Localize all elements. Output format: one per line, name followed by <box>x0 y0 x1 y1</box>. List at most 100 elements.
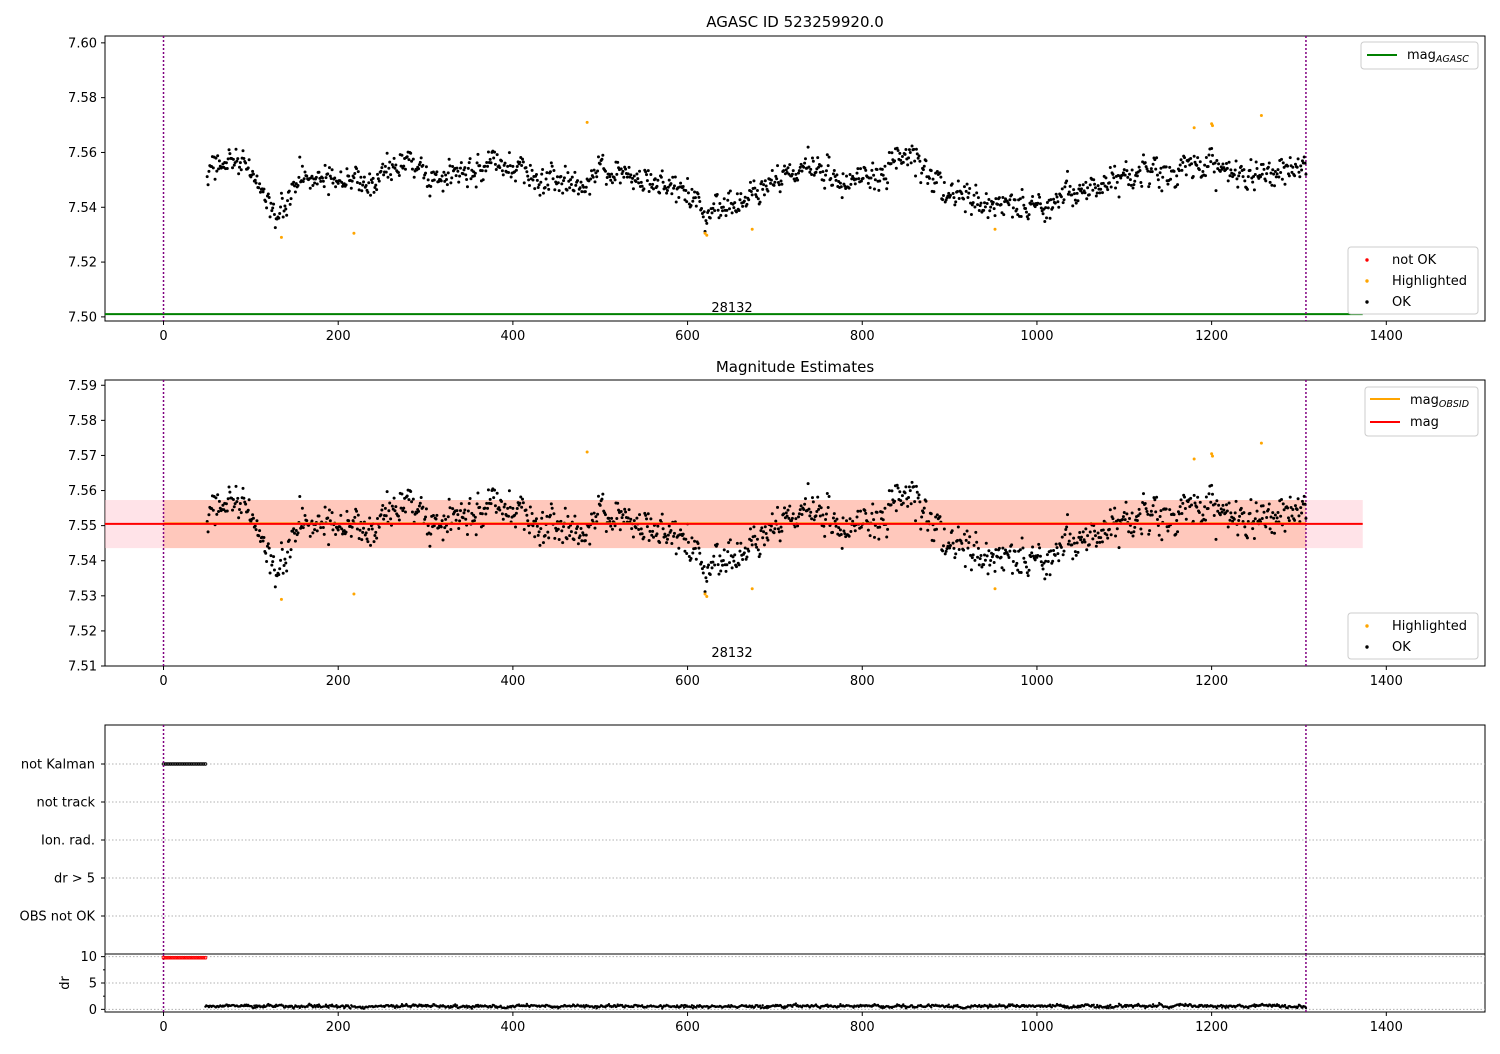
ok-point <box>369 193 373 197</box>
ok-point <box>907 148 911 152</box>
ok-point <box>877 188 881 192</box>
ok-point <box>598 503 602 507</box>
ok-point <box>1270 183 1274 187</box>
ok-point <box>520 497 524 501</box>
ok-point <box>735 192 739 196</box>
ok-point <box>1066 192 1070 196</box>
ok-point <box>929 512 933 516</box>
ok-point <box>796 524 800 528</box>
ok-point <box>547 536 551 540</box>
dr-clipped-point <box>161 955 166 960</box>
ok-point <box>849 529 853 533</box>
ok-point <box>596 155 600 159</box>
ok-point <box>345 167 349 171</box>
ok-point <box>355 527 359 531</box>
ok-point <box>964 189 968 193</box>
ok-point <box>921 168 925 172</box>
ok-point <box>449 181 453 185</box>
ok-point <box>790 516 794 520</box>
ok-point <box>327 543 331 547</box>
ok-point <box>566 171 570 175</box>
ok-point <box>1300 499 1304 503</box>
ok-point <box>432 178 436 182</box>
ok-point <box>1176 530 1180 534</box>
ok-point <box>1022 556 1026 560</box>
ok-point <box>632 174 636 178</box>
ok-point <box>580 539 584 543</box>
ok-point <box>1172 169 1176 173</box>
ok-point <box>693 539 697 543</box>
ok-point <box>225 509 229 513</box>
ok-point <box>857 177 861 181</box>
ok-point <box>272 568 276 572</box>
ok-point <box>969 568 973 572</box>
highlighted-point <box>1259 113 1263 117</box>
ok-point <box>1221 503 1225 507</box>
ok-point <box>1011 559 1015 563</box>
ok-point <box>845 174 849 178</box>
ok-point <box>298 495 302 499</box>
ok-point <box>300 164 304 168</box>
ok-point <box>788 163 792 167</box>
ok-point <box>389 517 393 521</box>
ok-point <box>355 167 359 171</box>
ok-point <box>593 526 597 530</box>
ok-point <box>847 534 851 538</box>
ok-point <box>1139 180 1143 184</box>
ok-point <box>1193 501 1197 505</box>
ok-point <box>1062 549 1066 553</box>
ok-point <box>1265 516 1269 520</box>
ok-point <box>732 559 736 563</box>
ok-point <box>895 483 899 487</box>
ok-point <box>1076 550 1080 554</box>
y-tick-label: 5 <box>89 977 97 992</box>
ok-point <box>1228 518 1232 522</box>
ok-point <box>645 179 649 183</box>
ok-point <box>1096 531 1100 535</box>
dr-point <box>1092 1003 1095 1007</box>
dr-point <box>1097 1006 1101 1009</box>
ok-point <box>405 155 409 159</box>
dr-point <box>758 1004 762 1007</box>
ok-point <box>1098 191 1102 195</box>
ok-point <box>293 539 297 543</box>
highlighted-point <box>1192 457 1196 461</box>
ok-point <box>310 174 314 178</box>
ok-point <box>778 190 782 194</box>
ok-point <box>281 571 285 575</box>
ok-point <box>661 527 665 531</box>
ok-point <box>1113 506 1117 510</box>
ok-point <box>772 183 776 187</box>
dr-clipped-point <box>198 955 203 960</box>
dr-point <box>691 1007 695 1010</box>
ok-point <box>1043 219 1047 223</box>
ok-point <box>492 156 496 160</box>
ok-point <box>292 180 296 184</box>
ok-point <box>1015 207 1019 211</box>
ok-point <box>1141 153 1145 157</box>
ok-point <box>344 183 348 187</box>
flag-point <box>165 762 169 766</box>
ok-point <box>934 515 938 519</box>
ok-point <box>914 484 918 488</box>
ok-point <box>236 496 240 500</box>
ok-point <box>1231 519 1235 523</box>
ok-point <box>619 167 623 171</box>
ok-point <box>537 530 541 534</box>
ok-point <box>689 556 693 560</box>
ok-point <box>445 178 449 182</box>
ok-point <box>887 489 891 493</box>
ok-point <box>809 510 813 514</box>
ok-point <box>522 527 526 531</box>
ok-point <box>1046 206 1050 210</box>
ok-point <box>568 534 572 538</box>
ok-point <box>762 183 766 187</box>
ok-point <box>658 540 662 544</box>
ok-point <box>282 209 286 213</box>
ok-point <box>1280 177 1284 181</box>
ok-point <box>1107 181 1111 185</box>
ok-point <box>1133 525 1137 529</box>
ok-point <box>601 492 605 496</box>
ok-point <box>400 153 404 157</box>
ok-point <box>1177 512 1181 516</box>
